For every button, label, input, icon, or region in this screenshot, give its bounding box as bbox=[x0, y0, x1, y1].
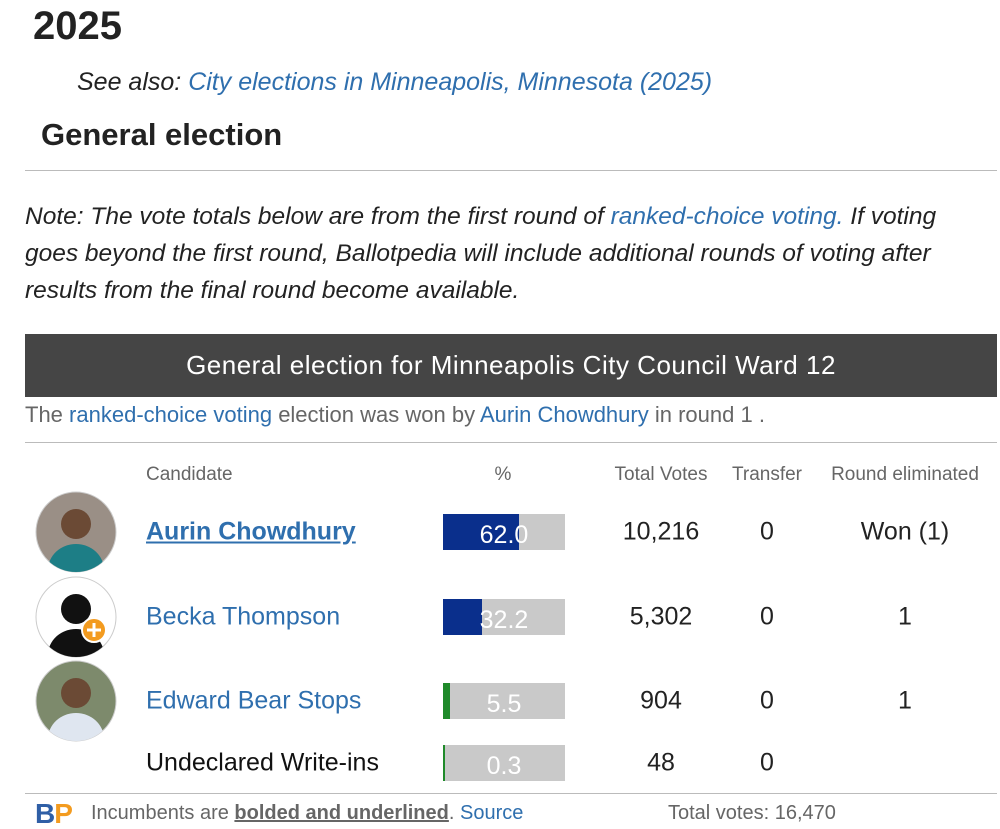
source-link[interactable]: Source bbox=[460, 802, 524, 824]
total-votes: 5,302 bbox=[629, 602, 693, 631]
round-eliminated: 1 bbox=[898, 602, 912, 631]
candidate-name[interactable]: Becka Thompson bbox=[146, 602, 341, 631]
table-title: General election for Minneapolis City Co… bbox=[25, 334, 997, 397]
summary-middle: election was won by bbox=[278, 402, 476, 427]
footer-text: Incumbents are bbox=[91, 802, 229, 824]
note-suffix: If voting goes beyond the first round, B… bbox=[25, 203, 937, 304]
candidate-name: Undeclared Write-ins bbox=[146, 748, 379, 777]
pct-bar-track: 32.2 bbox=[443, 599, 565, 635]
see-also: See also: City elections in Minneapolis,… bbox=[77, 68, 712, 97]
section-title: General election bbox=[41, 117, 283, 152]
pct-label: 5.5 bbox=[486, 690, 522, 718]
divider bbox=[25, 793, 997, 794]
summary-prefix: The bbox=[25, 402, 63, 427]
note: Note: The vote totals below are from the… bbox=[25, 198, 990, 309]
summary-link[interactable]: ranked-choice voting bbox=[69, 402, 273, 427]
column-header: Candidate bbox=[146, 464, 233, 485]
pct-label: 0.3 bbox=[486, 752, 522, 780]
winner-link[interactable]: Aurin Chowdhury bbox=[479, 402, 649, 427]
column-header: Total Votes bbox=[614, 464, 708, 485]
pct-bar bbox=[443, 683, 450, 719]
candidate-name[interactable]: Aurin Chowdhury bbox=[146, 517, 356, 546]
total-votes: Total votes: 16,470 bbox=[668, 802, 836, 824]
total-votes: 904 bbox=[640, 686, 682, 715]
pct-label: 62.0 bbox=[479, 521, 529, 549]
avatar bbox=[35, 576, 117, 658]
column-header: Transfer bbox=[731, 464, 803, 485]
round-eliminated: 1 bbox=[898, 686, 912, 715]
logo: BP bbox=[35, 798, 73, 829]
see-also-link[interactable]: City elections in Minneapolis, Minnesota… bbox=[188, 68, 713, 96]
candidate-name[interactable]: Edward Bear Stops bbox=[146, 686, 362, 715]
column-header: Round eliminated bbox=[831, 464, 979, 485]
pct-bar-track: 0.3 bbox=[443, 745, 565, 781]
summary-suffix: in round 1 . bbox=[654, 402, 765, 427]
pct-label: 32.2 bbox=[479, 606, 529, 634]
avatar bbox=[35, 660, 117, 742]
transfer: 0 bbox=[760, 686, 774, 715]
round-eliminated: Won (1) bbox=[860, 517, 950, 546]
transfer: 0 bbox=[760, 517, 774, 546]
divider bbox=[25, 170, 997, 171]
column-header: % bbox=[494, 464, 512, 485]
footer-note: Incumbents are bolded and underlined. So… bbox=[91, 802, 523, 825]
divider bbox=[25, 442, 997, 443]
transfer: 0 bbox=[760, 748, 774, 777]
pct-bar-track: 5.5 bbox=[443, 683, 565, 719]
footer-bold: bolded and underlined bbox=[234, 802, 449, 824]
footer-period: . bbox=[448, 802, 455, 824]
see-also-prefix: See also: bbox=[77, 68, 182, 96]
note-link[interactable]: ranked-choice voting. bbox=[610, 203, 844, 230]
pct-bar bbox=[443, 745, 445, 781]
total-votes: 48 bbox=[647, 748, 675, 777]
pct-bar bbox=[443, 599, 483, 635]
avatar bbox=[35, 491, 117, 573]
summary: The ranked-choice voting election was wo… bbox=[25, 402, 765, 428]
heading: 2025 bbox=[33, 4, 122, 48]
note-prefix: Note: The vote totals below are from the… bbox=[25, 203, 604, 230]
pct-bar-track: 62.0 bbox=[443, 514, 565, 550]
total-votes: 10,216 bbox=[622, 517, 700, 546]
pct-bar bbox=[443, 514, 519, 550]
transfer: 0 bbox=[760, 602, 774, 631]
